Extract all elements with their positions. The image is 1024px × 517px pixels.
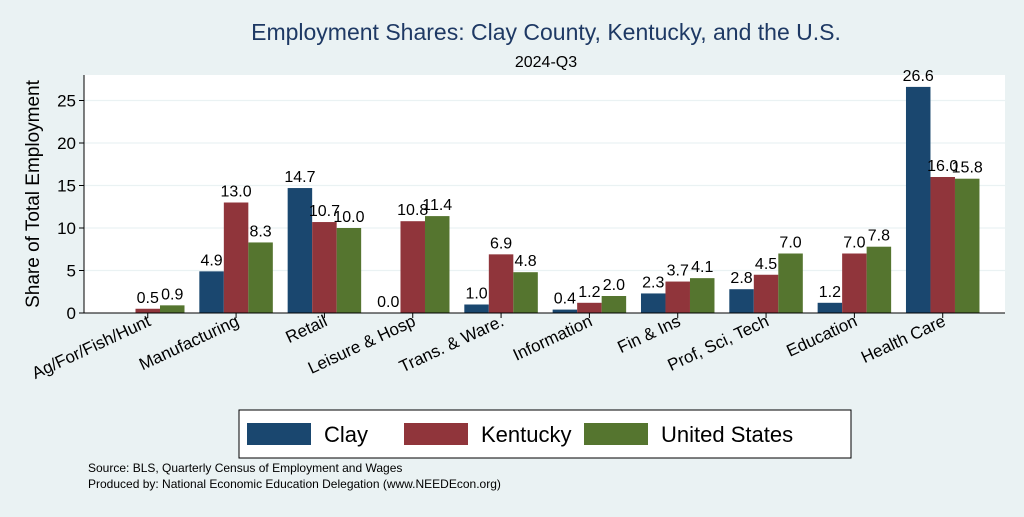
bar [640, 293, 666, 313]
bars [135, 86, 980, 314]
bar [223, 202, 249, 313]
data-label: 2.3 [642, 274, 664, 291]
bar [424, 216, 450, 313]
y-tick-label: 10 [57, 219, 76, 238]
bar [905, 86, 931, 314]
x-tick-label: Information [510, 311, 595, 364]
data-label: 0.4 [554, 291, 576, 308]
x-tick-label: Education [784, 311, 861, 360]
bar [665, 281, 690, 313]
x-tick-label: Manufacturing [136, 311, 242, 374]
data-label: 1.2 [819, 284, 841, 301]
data-label: 4.1 [691, 259, 713, 276]
bar [400, 221, 425, 313]
data-label: 1.2 [578, 284, 600, 301]
chart-title: Employment Shares: Clay County, Kentucky… [251, 19, 841, 45]
legend-swatch [404, 423, 468, 445]
legend-label: Clay [324, 422, 368, 447]
data-label: 4.5 [755, 256, 777, 273]
x-tick-label: Ag/For/Fish/Hunt [29, 311, 154, 383]
y-tick-label: 0 [67, 304, 76, 323]
data-label: 3.7 [667, 263, 689, 280]
bar [287, 188, 313, 313]
bar [488, 254, 514, 313]
y-tick-label: 5 [67, 262, 76, 281]
data-label: 2.0 [603, 277, 625, 294]
data-label: 10.0 [333, 209, 364, 226]
y-tick-label: 25 [57, 92, 76, 111]
data-label: 7.0 [843, 235, 865, 252]
bar [160, 305, 185, 313]
legend-label: Kentucky [481, 422, 572, 447]
data-label: 0.0 [377, 294, 399, 311]
legend: Clay Kentucky United States [238, 409, 852, 459]
bar [729, 289, 754, 313]
x-tick-label: Prof, Sci, Tech [665, 311, 772, 374]
bar [577, 302, 602, 313]
bar [817, 302, 843, 313]
data-label: 11.4 [422, 197, 452, 214]
data-label: 0.9 [161, 286, 183, 303]
data-label: 7.8 [868, 228, 890, 245]
bar [601, 296, 627, 313]
data-label: 6.9 [490, 235, 512, 252]
data-label: 1.0 [465, 286, 487, 303]
footer-source: Source: BLS, Quarterly Census of Employm… [88, 461, 402, 475]
data-label: 8.3 [249, 223, 271, 240]
bar [753, 274, 779, 313]
data-label: 7.0 [779, 235, 801, 252]
data-label: 4.9 [200, 252, 222, 269]
data-label: 16.0 [927, 158, 958, 175]
bar [552, 309, 578, 313]
x-tick-label: Retail [283, 311, 330, 347]
data-label: 14.7 [284, 169, 315, 186]
bar [866, 246, 892, 313]
bar [336, 228, 362, 313]
footer-produced: Produced by: National Economic Education… [88, 477, 501, 491]
data-label: 0.5 [137, 290, 159, 307]
bar [464, 304, 489, 313]
bar [248, 242, 273, 313]
legend-swatch [247, 423, 311, 445]
legend-label: United States [661, 422, 793, 447]
bar [513, 272, 538, 313]
y-axis-label: Share of Total Employment [23, 79, 44, 307]
x-tick-label: Fin & Ins [615, 311, 684, 357]
bar [199, 271, 224, 313]
bar [312, 222, 337, 313]
chart-subtitle: 2024-Q3 [515, 54, 577, 71]
data-label: 15.8 [952, 160, 983, 177]
data-label: 26.6 [903, 68, 934, 85]
data-label: 10.7 [309, 203, 340, 220]
data-label: 13.0 [221, 184, 252, 201]
y-tick-label: 15 [57, 177, 76, 196]
legend-box [238, 409, 852, 459]
data-label: 10.8 [397, 202, 428, 219]
bar [930, 177, 955, 313]
bar [135, 308, 160, 313]
x-tick-label: Health Care [858, 311, 948, 367]
bar [954, 178, 980, 313]
bar [689, 278, 715, 313]
y-tick-label: 20 [57, 134, 76, 153]
legend-swatch [584, 423, 648, 445]
bar [778, 253, 803, 313]
data-label: 4.8 [514, 253, 536, 270]
data-label: 2.8 [730, 270, 752, 287]
data-labels: 0.5 0.9 4.9 13.0 8.3 14.7 10.710.0 0.0 10.811.4 1… [137, 68, 983, 311]
bar [842, 253, 867, 313]
